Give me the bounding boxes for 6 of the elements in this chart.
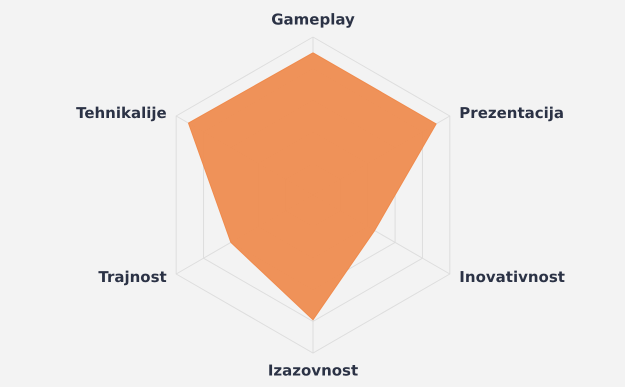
spoke-label: Prezentacija — [459, 104, 564, 122]
spoke-label: Inovativnost — [459, 268, 565, 286]
spoke-label: Izazovnost — [268, 361, 358, 380]
spoke-label: Trajnost — [98, 268, 167, 286]
spoke-label: Gameplay — [271, 10, 355, 29]
spoke-label: Tehnikalije — [76, 104, 167, 122]
